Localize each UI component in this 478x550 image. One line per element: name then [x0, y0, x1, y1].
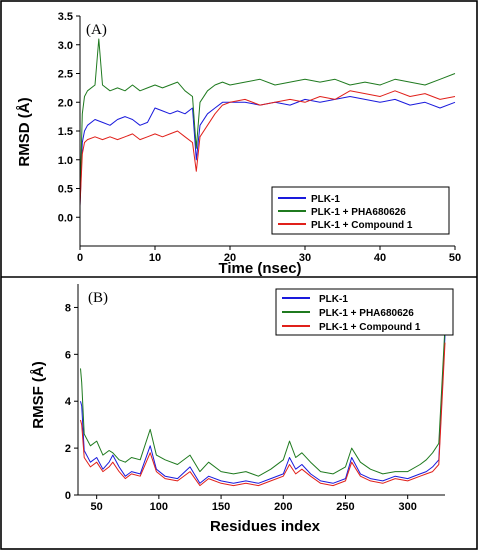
- panel-b-x-tick-label: 100: [150, 501, 168, 513]
- panel-a-y-tick-label: 1.0: [58, 155, 73, 167]
- panel-a-x-tick-label: 20: [224, 252, 236, 264]
- panel-b-y-tick-label: 8: [65, 302, 71, 314]
- panel-b-y-tick-label: 0: [65, 490, 71, 502]
- panel-a-legend-label-0: PLK-1: [311, 194, 340, 205]
- panel-a-x-tick-label: 50: [449, 252, 461, 264]
- panel-a-grid: 0 10 20 30 40 50 0.0 0.5 1.0 1.5 2.0 2.5 3.0 3.5: [58, 11, 461, 264]
- panel-b-series-2-line: [80, 342, 446, 487]
- panel-a-label: (A): [86, 22, 107, 38]
- panel-a-y-tick-label: 1.5: [58, 126, 73, 138]
- panel-b-legend-label-0: PLK-1: [319, 294, 348, 305]
- panel-b-x-tick-label: 50: [91, 501, 103, 513]
- panel-b-y-tick-label: 2: [65, 443, 71, 455]
- panel-a-legend-label-1: PLK-1 + PHA680626: [311, 207, 406, 218]
- panel-a-y-tick-label: 0.0: [58, 212, 73, 224]
- panel-b-series-1-line: [80, 326, 446, 477]
- panel-a-y-tick-label: 2.5: [58, 69, 73, 81]
- panel-b-x-title: Residues index: [210, 518, 321, 535]
- panel-a-legend: PLK-1 PLK-1 + PHA680626 PLK-1 + Compound…: [271, 186, 450, 235]
- panel-b-series: [80, 326, 446, 487]
- panel-b-grid: 50 100 150 200 250 300 0 2 4 6 8: [65, 302, 417, 513]
- panel-b-label: (B): [88, 290, 108, 306]
- panel-a-y-tick-label: 3.5: [58, 11, 73, 23]
- panel-a-series-0-line: [79, 96, 456, 206]
- panel-a-x-tick-label: 30: [299, 252, 311, 264]
- panel-a-legend-label-2: PLK-1 + Compound 1: [311, 220, 413, 231]
- panel-b-y-tick-label: 4: [65, 396, 72, 408]
- panel-a-x-title: Time (nsec): [218, 260, 301, 277]
- panel-b-x-tick-label: 150: [212, 501, 230, 513]
- panel-a: 0 10 20 30 40 500.00.51.01.52.02.53.03.5 (A) …: [16, 11, 461, 277]
- panel-a-x-tick-label: 10: [149, 252, 161, 264]
- panel-b-series-0-line: [80, 335, 446, 484]
- panel-b-x-tick-label: 300: [398, 501, 416, 513]
- panel-b-legend-label-2: PLK-1 + Compound 1: [319, 322, 421, 333]
- panel-b-x-tick-label: 200: [274, 501, 292, 513]
- panel-b-y-title: RMSF (Å): [30, 361, 47, 429]
- panel-a-y-title: RMSD (Å): [16, 97, 33, 166]
- panel-b-x-tick-label: 250: [336, 501, 354, 513]
- panel-b-legend-label-1: PLK-1 + PHA680626: [319, 308, 414, 319]
- panel-a-y-tick-label: 2.0: [58, 97, 73, 109]
- panel-a-x-tick-label: 0: [77, 252, 83, 264]
- panel-a-series: [79, 38, 456, 206]
- panel-a-y-tick-label: 3.0: [58, 40, 73, 52]
- panel-b-y-tick-label: 6: [65, 349, 71, 361]
- panel-b: 50 100 150 200 250 300 0 2 4 6 8 (B) Residues inde…: [30, 284, 454, 535]
- panel-b-legend: PLK-1 PLK-1 + PHA680626 PLK-1 + Compound…: [275, 288, 454, 336]
- panel-a-series-2-line: [79, 90, 456, 206]
- panel-a-x-tick-label: 40: [374, 252, 386, 264]
- panel-a-y-tick-label: 0.5: [58, 184, 73, 196]
- panel-a-series-1-line: [79, 38, 456, 201]
